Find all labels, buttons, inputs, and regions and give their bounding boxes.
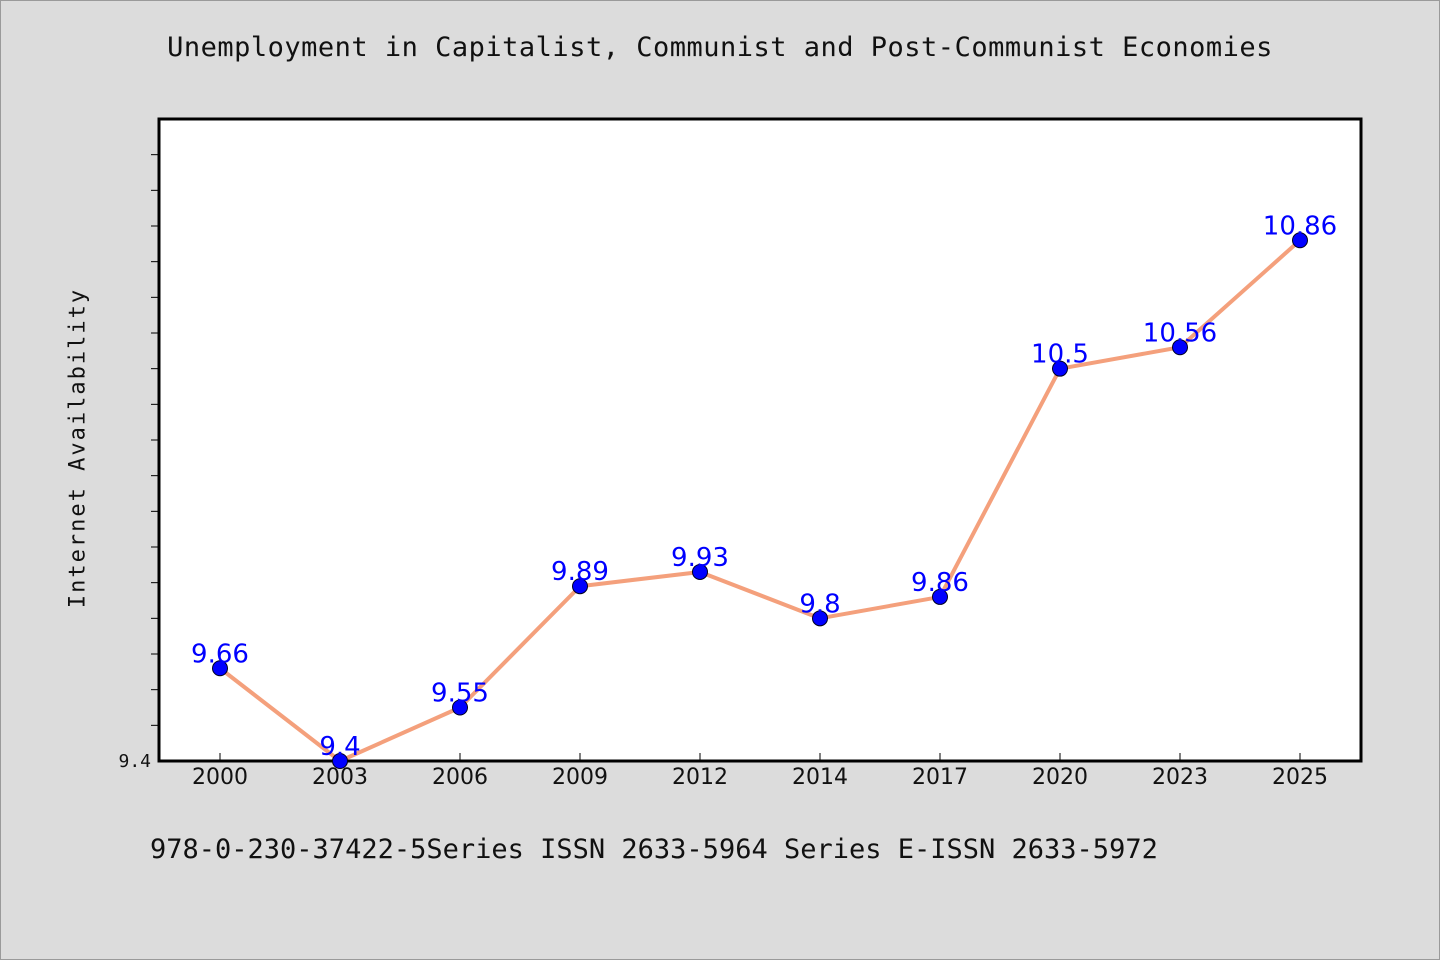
data-point (332, 753, 348, 769)
x-tick-label: 2020 (1032, 765, 1088, 790)
x-tick-label: 2000 (192, 765, 248, 790)
data-point (1052, 360, 1068, 377)
series-line (218, 238, 1302, 763)
x-tick-label: 2012 (672, 765, 728, 790)
x-tick-label: 2003 (312, 765, 368, 790)
data-label: 10.5 (1031, 340, 1089, 370)
data-point (452, 699, 468, 716)
data-point (572, 578, 588, 595)
x-tick-label: 2009 (552, 765, 608, 790)
data-point (932, 588, 948, 605)
data-label: 9.66 (191, 639, 249, 669)
data-label: 9.86 (911, 568, 969, 598)
data-label: 9.89 (551, 557, 609, 587)
data-label: 9.55 (431, 679, 489, 709)
data-label: 10.86 (1263, 211, 1337, 241)
data-label: 10.56 (1143, 318, 1217, 348)
x-tick-label: 2025 (1272, 765, 1328, 790)
data-point (1292, 232, 1308, 249)
data-point (812, 610, 828, 627)
chart-title: Unemployment in Capitalist, Communist an… (167, 32, 1273, 63)
data-label: 9.8 (799, 589, 840, 619)
x-tick-label: 2023 (1152, 765, 1208, 790)
data-point (692, 563, 708, 580)
isbn-footer: 978-0-230-37422-5Series ISSN 2633-5964 S… (150, 834, 1158, 865)
data-point (1172, 339, 1188, 356)
data-labels: 9.66 9.4 9.55 9.89 9.93 9.8 9.86 10.5 10.56 10.86 (191, 211, 1337, 762)
x-tick-label: 2014 (792, 765, 848, 790)
x-tick-label: 2017 (912, 765, 968, 790)
y-axis-ticks: 9.4 (118, 154, 159, 772)
data-label: 9.93 (671, 543, 729, 573)
x-tick-label: 2006 (432, 765, 488, 790)
series-layer (212, 232, 1308, 769)
y-tick-label: 9.4 (118, 751, 151, 772)
plot-area (157, 117, 1363, 763)
data-label: 9.4 (319, 732, 360, 762)
x-axis-ticks: 2000 2003 2006 2009 2012 2014 2017 2020 2023 2025 (192, 753, 1328, 790)
data-point (212, 660, 228, 677)
